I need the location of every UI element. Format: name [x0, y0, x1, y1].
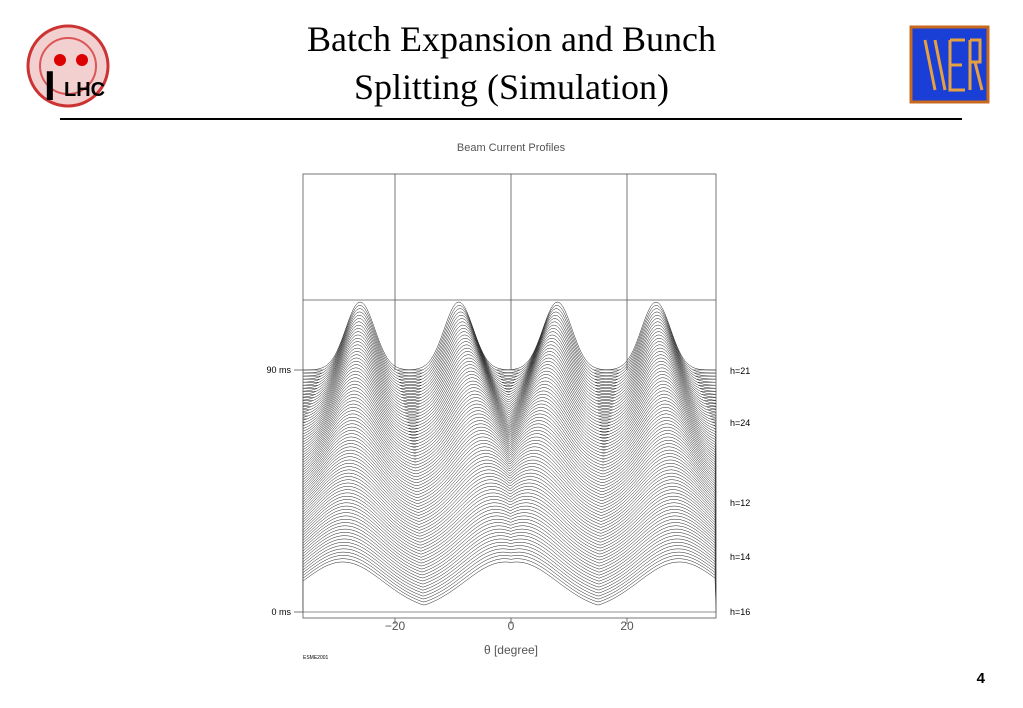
profile-trace: [302, 561, 717, 613]
logo-text: LHC: [64, 79, 105, 101]
plot-title: Beam Current Profiles: [457, 142, 566, 154]
harmonic-label: h=16: [730, 607, 750, 617]
lhc-logo: I LHC: [26, 24, 110, 109]
x-axis-label: θ [degree]: [484, 643, 538, 657]
harmonic-label: h=14: [730, 552, 750, 562]
waterfall-traces: [302, 301, 717, 613]
page-number: 4: [977, 670, 986, 687]
x-tick-label: −20: [385, 619, 406, 633]
plot-frame: [294, 173, 717, 624]
harmonic-label: h=12: [730, 498, 750, 508]
credit: ESME2001: [303, 655, 329, 661]
y-label: 90 ms: [266, 365, 291, 375]
y-label: 0 ms: [271, 607, 291, 617]
logo-letter: I: [44, 62, 56, 109]
title-line: Batch Expansion and Bunch: [307, 19, 716, 59]
x-tick-label: 0: [508, 619, 515, 633]
eir-logo: [909, 25, 990, 104]
title-line: Splitting (Simulation): [353, 67, 670, 107]
harmonic-label: h=21: [730, 366, 750, 376]
x-tick-label: 20: [620, 619, 634, 633]
profile-trace: [302, 413, 717, 475]
harmonic-label: h=24: [730, 418, 750, 428]
